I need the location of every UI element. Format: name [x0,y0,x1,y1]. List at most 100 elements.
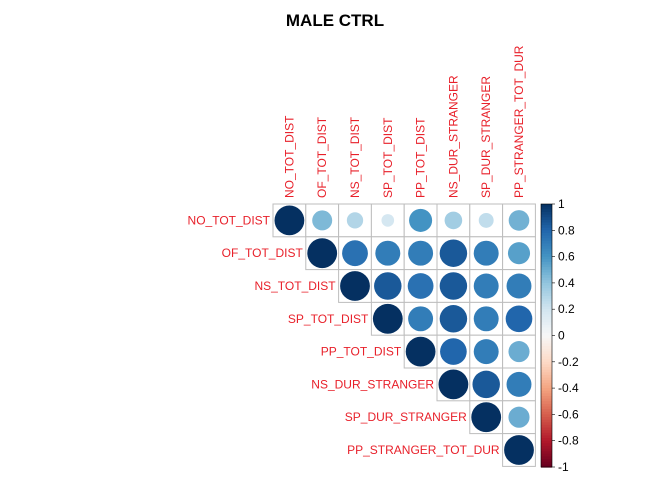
legend-band [541,222,552,226]
row-label: NS_DUR_STRANGER [311,377,434,391]
legend-band [541,372,552,376]
legend-band [541,382,552,387]
legend-band [541,267,552,271]
legend-band [541,235,552,239]
legend-band [541,272,552,276]
correlation-circle [471,402,502,433]
legend-band [541,430,552,434]
legend-band [541,282,552,287]
legend-band [541,448,552,452]
legend-band [541,327,552,331]
legend-band [541,424,552,429]
correlation-circle [342,240,368,267]
legend-band [541,417,552,421]
legend-band [541,219,552,224]
legend-band [541,338,552,342]
column-label: SP_TOT_DIST [381,117,395,198]
legend-band [541,306,552,310]
correlation-circle [438,369,469,400]
correlation-circle [473,306,499,332]
legend-band [541,232,552,237]
row-label: NS_TOT_DIST [254,279,336,293]
correlation-circle [440,338,467,365]
correlation-circle [439,272,468,300]
correlation-circle [408,240,434,266]
correlation-circle [439,305,468,333]
legend-band [541,259,552,263]
legend-band [541,332,552,337]
legend-band [541,409,552,413]
legend-tick-label: 0.6 [558,250,575,264]
correlation-circle [473,240,499,266]
legend-band [541,277,552,281]
correlation-circle [381,214,395,227]
column-label: OF_TOT_DIST [315,116,329,198]
correlation-circle [307,238,338,269]
legend-band [541,411,552,415]
legend-band [541,385,552,389]
correlation-circle [439,239,468,267]
legend-band [541,303,552,308]
correlation-circle [505,305,533,333]
legend-band [541,369,552,373]
legend-band [541,346,552,350]
legend-band [541,380,552,384]
correlation-circle [504,435,534,465]
correlation-circle [508,210,530,231]
legend-band [541,459,552,463]
legend-band [541,253,552,258]
legend-band [541,377,552,381]
legend-tick-label: 1 [558,197,565,211]
legend-band [541,246,552,250]
matrix-cells [272,203,536,467]
legend-band [541,335,552,339]
legend-band [541,393,552,397]
legend-band [541,388,552,392]
correlation-circle [478,212,494,228]
legend-band [541,351,552,355]
legend-band [541,361,552,366]
legend-band [541,438,552,442]
legend-band [541,356,552,360]
legend-band [541,359,552,363]
legend-band [541,330,552,334]
legend-band [541,256,552,260]
row-label: SP_DUR_STRANGER [345,410,467,424]
legend-band [541,301,552,305]
legend-band [541,288,552,292]
column-label: NO_TOT_DIST [282,115,296,198]
correlation-circle [409,208,433,232]
legend-tick-label: -0.2 [558,355,579,369]
legend-band [541,225,552,229]
legend-band [541,324,552,329]
legend-band [541,464,552,468]
legend-band [541,227,552,231]
row-labels: NO_TOT_DIST OF_TOT_DIST NS_TOT_DIST SP_TOT_… [188,213,500,457]
legend-band [541,314,552,318]
correlation-circle [506,273,532,299]
legend-band [541,456,552,460]
legend-band [541,440,552,444]
legend-tick-label: 0.4 [558,276,575,290]
legend-band [541,364,552,368]
legend-band [541,214,552,218]
legend-band [541,309,552,313]
correlation-circle [312,210,333,231]
legend-band [541,248,552,252]
correlation-circle [444,211,463,230]
correlation-circle [508,406,530,428]
column-label: NS_DUR_STRANGER [446,75,460,198]
legend-band [541,443,552,447]
legend-band [541,401,552,405]
legend-band [541,293,552,297]
legend-band [541,230,552,234]
legend-band [541,353,552,358]
legend-band [541,296,552,300]
legend-band [541,280,552,284]
legend-band [541,414,552,418]
correlation-circle [473,273,499,299]
row-label: PP_STRANGER_TOT_DUR [347,443,500,457]
correlation-circle [508,341,530,363]
legend-tick-label: 0.8 [558,223,575,237]
